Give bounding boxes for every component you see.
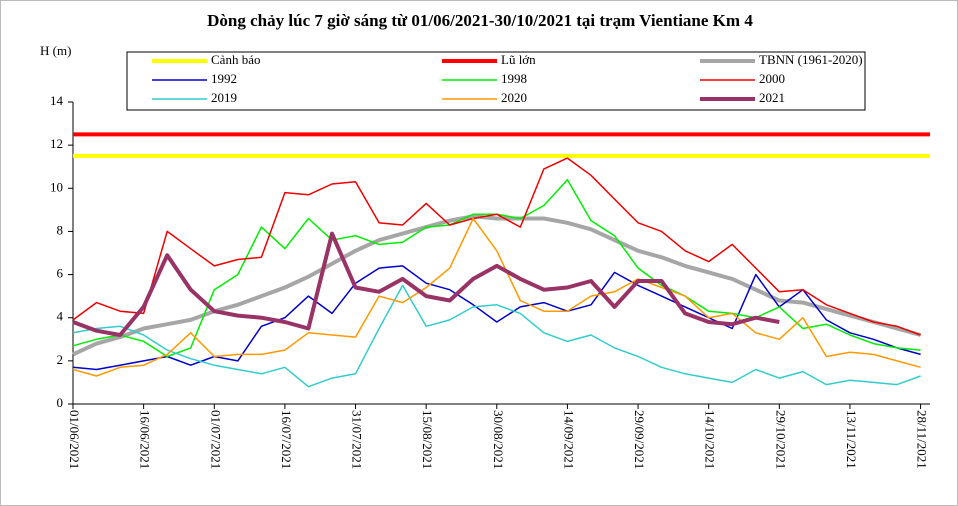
y-tick-label: 0 (57, 395, 64, 410)
x-tick-label: 16/06/2021 (138, 410, 153, 469)
legend-label: 1998 (501, 71, 527, 86)
x-tick-label: 28/11/2021 (915, 410, 930, 469)
series-line (72, 231, 780, 337)
y-tick-label: 4 (57, 309, 64, 324)
x-tick-label: 14/10/2021 (703, 410, 718, 469)
y-tick-label: 8 (57, 222, 64, 237)
y-tick-label: 10 (50, 179, 63, 194)
x-tick-label: 14/09/2021 (561, 410, 576, 469)
legend-label: TBNN (1961-2020) (759, 52, 863, 67)
y-tick-label: 6 (57, 266, 64, 281)
series-line (72, 284, 921, 388)
legend-label: 2019 (211, 90, 237, 105)
series-line (72, 217, 921, 377)
x-tick-label: 30/08/2021 (491, 410, 506, 469)
x-tick-label: 01/06/2021 (67, 410, 82, 469)
x-tick-label: 31/07/2021 (350, 410, 365, 469)
y-tick-label: 2 (57, 352, 64, 367)
x-tick-label: 13/11/2021 (844, 410, 859, 469)
x-tick-label: 15/08/2021 (420, 410, 435, 469)
chart-title: Dòng chảy lúc 7 giờ sáng từ 01/06/2021-3… (207, 11, 753, 30)
y-axis-label: H (m) (40, 43, 71, 58)
legend-label: 2021 (759, 90, 785, 105)
legend-label: 1992 (211, 71, 237, 86)
y-tick-label: 12 (50, 136, 63, 151)
x-tick-label: 29/10/2021 (773, 410, 788, 469)
x-tick-label: 01/07/2021 (208, 410, 223, 469)
legend-label: 2020 (501, 90, 527, 105)
legend-label: 2000 (759, 71, 785, 86)
legend-label: Cảnh báo (211, 52, 260, 67)
legend-label: Lũ lớn (501, 52, 536, 67)
x-tick-label: 16/07/2021 (279, 410, 294, 469)
series-line (72, 157, 921, 336)
x-tick-label: 29/09/2021 (632, 410, 647, 469)
y-tick-label: 14 (50, 93, 64, 108)
